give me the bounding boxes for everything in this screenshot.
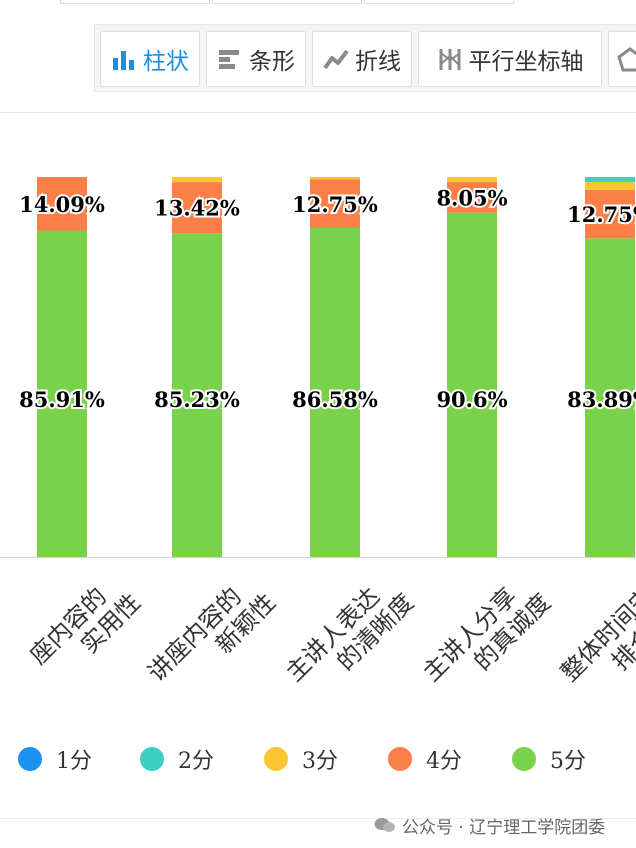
bar-segment[interactable] [447,212,497,557]
bar-segment[interactable] [37,177,87,231]
bar-segment[interactable] [172,182,222,234]
bar-segment[interactable] [447,177,497,183]
bar-segment[interactable] [585,238,635,557]
legend-item[interactable]: 2分 [140,744,214,774]
bar-segment[interactable] [585,189,635,239]
bar-segment[interactable] [585,182,635,190]
bar-segment[interactable] [310,179,360,228]
line-chart-label: 折线 [355,49,401,75]
bar-chart-icon [111,46,137,72]
more-chart-button[interactable] [608,31,636,87]
chart-type-toolbar: 柱状 条形 折线 [94,24,636,92]
legend-marker-icon [140,747,164,771]
legend-item[interactable]: 3分 [264,744,338,774]
legend-label: 3分 [302,749,338,774]
line-chart-button[interactable]: 折线 [312,31,412,87]
parallel-axes-icon [437,46,463,72]
legend-marker-icon [264,747,288,771]
data-label: 85.23% [154,387,240,412]
watermark: 公众号 · 辽宁理工学院团委 [374,810,605,840]
legend-label: 5分 [550,749,586,774]
legend-label: 1分 [56,749,92,774]
data-label: 83.89% [567,387,636,412]
parallel-axes-button[interactable]: 平行坐标轴 [418,31,602,87]
bar-segment[interactable] [37,230,87,558]
legend-marker-icon [18,747,42,771]
watermark-text: 公众号 · 辽宁理工学院团委 [402,817,606,838]
legend-label: 2分 [178,749,214,774]
parallel-axes-label: 平行坐标轴 [468,49,584,75]
toolbar-divider [0,112,636,113]
legend-item[interactable]: 1分 [18,744,92,774]
more-chart-icon [617,46,636,72]
bar-chart-label: 柱状 [143,49,189,75]
data-label: 8.05% [436,185,507,210]
bar-segment[interactable] [447,182,497,213]
data-label: 12.75% [567,202,636,227]
legend-item[interactable]: 5分 [512,744,586,774]
bar-segment[interactable] [172,177,222,183]
bar-segment[interactable] [172,233,222,557]
horizontal-bar-label: 条形 [249,49,295,75]
legend-marker-icon [512,747,536,771]
data-label: 90.6% [436,387,507,412]
bar-segment[interactable] [310,177,360,180]
horizontal-bar-icon [217,46,243,72]
line-chart-icon [323,46,349,72]
data-label: 86.58% [292,387,378,412]
bottom-divider [0,818,636,819]
bar-chart-button[interactable]: 柱状 [100,31,200,87]
legend-marker-icon [388,747,412,771]
data-label: 85.91% [19,387,105,412]
legend-item[interactable]: 4分 [388,744,462,774]
data-label: 13.42% [154,196,240,221]
top-tab-strip [0,0,636,6]
data-label: 12.75% [292,192,378,217]
bar-segment[interactable] [585,177,635,183]
bar-segment[interactable] [310,227,360,557]
wechat-icon [374,817,396,833]
data-label: 14.09% [19,192,105,217]
legend-label: 4分 [426,749,462,774]
horizontal-bar-button[interactable]: 条形 [206,31,306,87]
